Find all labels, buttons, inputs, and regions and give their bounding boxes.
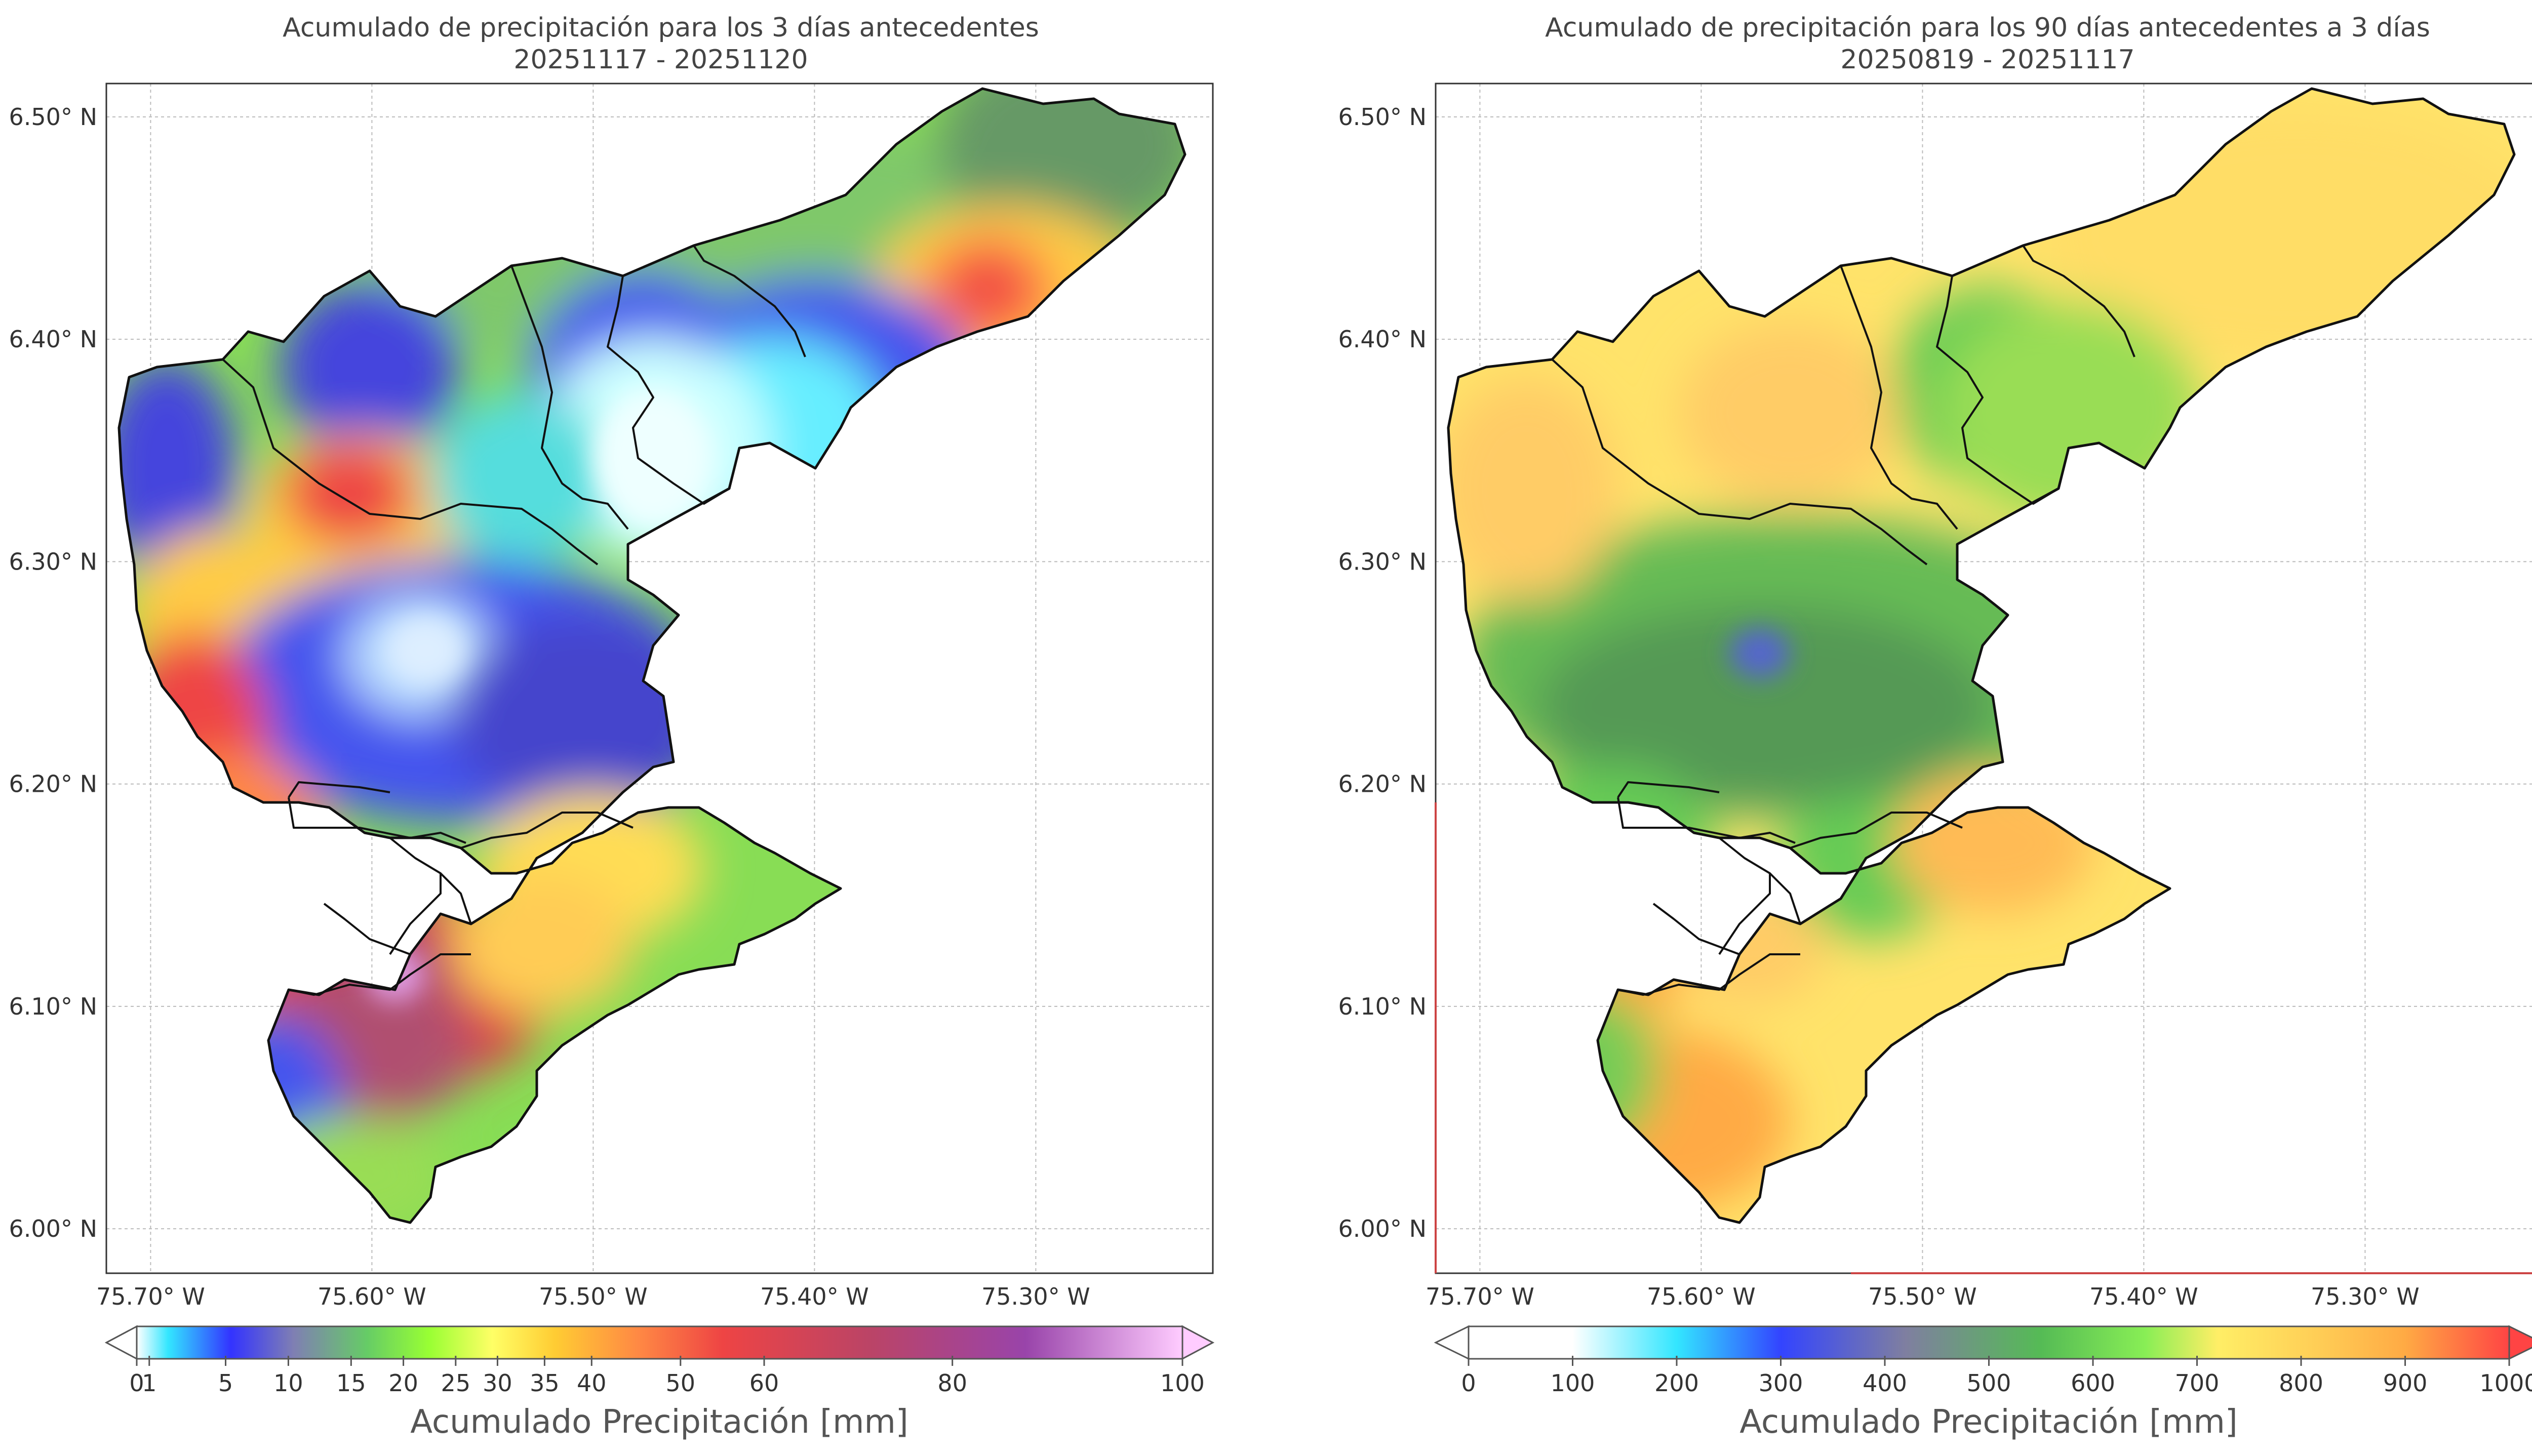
- colorbar-tick-label: 25: [441, 1369, 471, 1397]
- colorbar-gradient: [136, 1325, 1183, 1360]
- lon-tick-label: 75.70° W: [96, 1283, 205, 1310]
- colorbar-title: Acumulado Precipitación [mm]: [1739, 1403, 2238, 1441]
- lon-tick-label: 75.50° W: [539, 1283, 648, 1310]
- lat-tick-label: 6.30° N: [1338, 548, 1427, 575]
- colorbar-tick-label: 0: [1461, 1369, 1476, 1397]
- colorbar-tick-label: 200: [1654, 1369, 1699, 1397]
- lat-tick-label: 6.20° N: [1338, 771, 1427, 798]
- map-frame: [105, 83, 1214, 1274]
- colorbar-tick-labels: 0 100 200 300 400 500 600 700 800 900 1000: [1461, 1356, 2532, 1397]
- lat-tick-label: 6.40° N: [1338, 326, 1427, 353]
- panel-title-line2: 20250819 - 20251117: [1840, 45, 2134, 75]
- colorbar-overflow-arrow: [2508, 1325, 2532, 1360]
- colorbar-90-day: 0 100 200 300 400 500 600 700 800 900 1000 Acumula…: [1434, 1325, 2532, 1441]
- colorbar-title: Acumulado Precipitación [mm]: [410, 1403, 908, 1441]
- lat-tick-label: 6.20° N: [9, 771, 97, 798]
- colorbar-underflow-arrow: [1434, 1325, 1470, 1360]
- colorbar-tick-label: 900: [2383, 1369, 2428, 1397]
- colorbar-tick-label: 15: [336, 1369, 366, 1397]
- lon-tick-label: 75.40° W: [760, 1283, 869, 1310]
- lat-tick-label: 6.50° N: [1338, 103, 1427, 131]
- colorbar-tick-label: 30: [483, 1369, 512, 1397]
- colorbar-tick-label: 1000: [2479, 1369, 2532, 1397]
- colorbar-tick-label: 80: [937, 1369, 967, 1397]
- lat-tick-label: 6.50° N: [9, 103, 97, 131]
- map-panel-90-day: Acumulado de precipitación para los 90 d…: [1338, 13, 2532, 1441]
- panel-title-line2: 20251117 - 20251120: [513, 45, 808, 75]
- colorbar-tick-label: 400: [1863, 1369, 1907, 1397]
- lon-tick-label: 75.70° W: [1426, 1283, 1534, 1310]
- colorbar-tick-label: 10: [273, 1369, 303, 1397]
- lat-tick-label: 6.40° N: [9, 326, 97, 353]
- colorbar-tick-label: 50: [666, 1369, 696, 1397]
- colorbar-tick-label: 1: [142, 1369, 156, 1397]
- lon-tick-label: 75.30° W: [981, 1283, 1090, 1310]
- colorbar-tick-label: 100: [1551, 1369, 1595, 1397]
- colorbar-tick-label: 20: [388, 1369, 418, 1397]
- map-tick-labels: 75.70° W 75.60° W 75.50° W 75.40° W 75.30° W…: [9, 103, 1090, 1310]
- colorbar-tick-label: 300: [1759, 1369, 1803, 1397]
- lat-tick-label: 6.10° N: [1338, 993, 1427, 1020]
- map-tick-labels: 75.70° W 75.60° W 75.50° W 75.40° W 75.30° W…: [1338, 103, 2420, 1310]
- colorbar-tick-labels: 01 5 10 15 20 25 30 35 40 50 60 80 100: [129, 1356, 1205, 1397]
- colorbar-underflow-arrow: [104, 1325, 138, 1360]
- colorbar-tick-label: 5: [218, 1369, 233, 1397]
- lat-tick-label: 6.00° N: [1338, 1215, 1427, 1242]
- colorbar-tick-label: 800: [2279, 1369, 2323, 1397]
- lon-tick-label: 75.60° W: [1647, 1283, 1756, 1310]
- colorbar-3-day: 01 5 10 15 20 25 30 35 40 50 60 80 100 Acumulado Pre…: [104, 1325, 1215, 1441]
- colorbar-tick-label: 700: [2175, 1369, 2220, 1397]
- colorbar-tick-label: 600: [2071, 1369, 2115, 1397]
- precipitation-field-3-day: [119, 89, 1185, 1223]
- lat-tick-label: 6.00° N: [9, 1215, 97, 1242]
- colorbar-tick-label: 0: [129, 1369, 144, 1397]
- colorbar-tick-label: 40: [577, 1369, 607, 1397]
- lon-tick-label: 75.50° W: [1868, 1283, 1977, 1310]
- lon-tick-label: 75.40° W: [2089, 1283, 2198, 1310]
- map-panel-3-day: Acumulado de precipitación para los 3 dí…: [9, 13, 1215, 1441]
- colorbar-tick-label: 100: [1160, 1369, 1205, 1397]
- lat-tick-label: 6.30° N: [9, 548, 97, 575]
- panel-title-line1: Acumulado de precipitación para los 90 d…: [1545, 13, 2430, 43]
- lon-tick-label: 75.60° W: [318, 1283, 426, 1310]
- colorbar-tick-label: 35: [530, 1369, 560, 1397]
- colorbar-tick-label: 60: [749, 1369, 779, 1397]
- panel-title-line1: Acumulado de precipitación para los 3 dí…: [283, 13, 1039, 43]
- colorbar-gradient: [1468, 1325, 2510, 1360]
- lat-tick-label: 6.10° N: [9, 993, 97, 1020]
- lon-tick-label: 75.30° W: [2311, 1283, 2420, 1310]
- colorbar-overflow-arrow: [1181, 1325, 1215, 1360]
- colorbar-tick-label: 500: [1967, 1369, 2011, 1397]
